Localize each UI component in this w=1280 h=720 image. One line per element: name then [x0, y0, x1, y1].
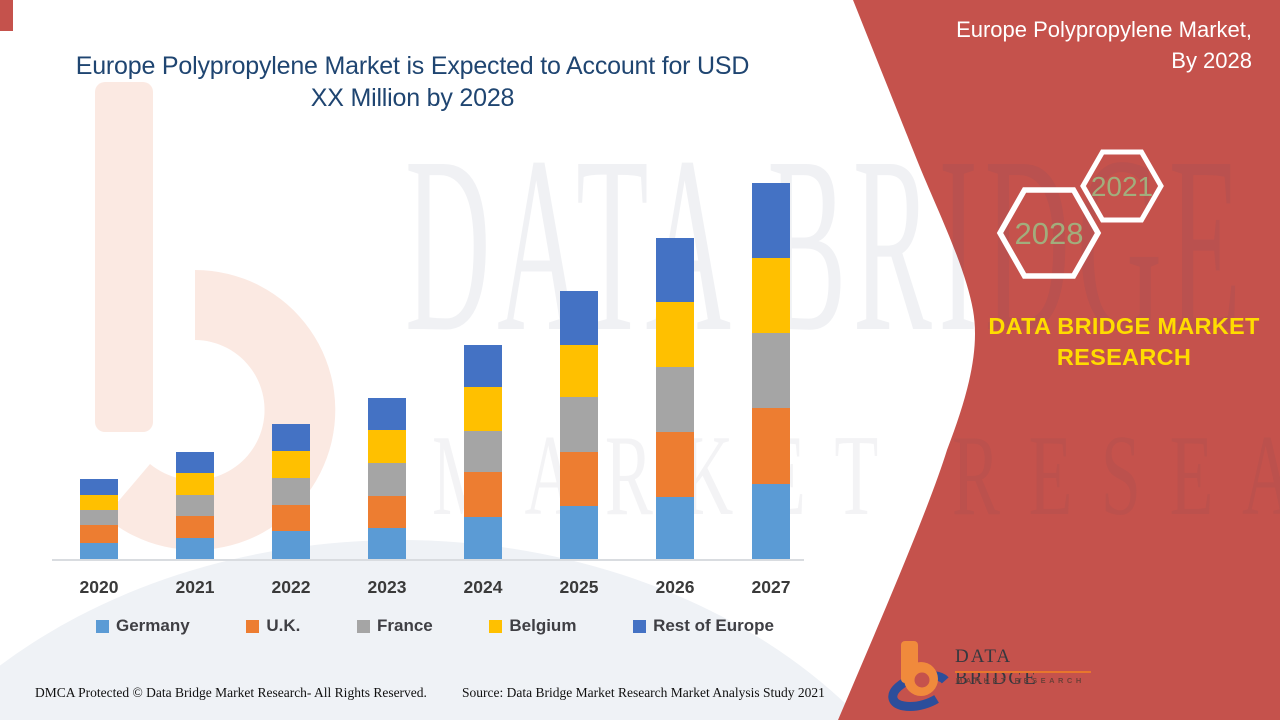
bar-segment-u-k--2025 — [560, 452, 598, 506]
bar-segment-u-k--2024 — [464, 472, 502, 517]
legend-label: U.K. — [266, 616, 301, 635]
bar-segment-germany-2024 — [464, 517, 502, 559]
dmca-notice: DMCA Protected © Data Bridge Market Rese… — [35, 685, 427, 700]
bar-segment-rest-of-europe-2021 — [176, 452, 214, 473]
legend-label: Rest of Europe — [653, 616, 774, 635]
bar-segment-germany-2026 — [656, 497, 694, 559]
x-axis-label-2022: 2022 — [271, 577, 311, 597]
hexagon-2021 — [1080, 149, 1164, 223]
legend-label: Germany — [116, 616, 190, 635]
bar-segment-u-k--2022 — [272, 505, 310, 531]
brand-wordmark-line1: DATA BRIDGE MARKET — [988, 313, 1260, 339]
hexagon-2028 — [996, 187, 1102, 279]
bar-segment-u-k--2021 — [176, 516, 214, 538]
legend-swatch-icon — [96, 619, 109, 633]
bar-segment-france-2025 — [560, 397, 598, 452]
source-citation: Source: Data Bridge Market Research Mark… — [462, 685, 825, 700]
x-axis-label-2024: 2024 — [463, 577, 503, 597]
legend-item-belgium: Belgium — [489, 616, 576, 636]
hexagon-2021-label: 2021 — [1091, 171, 1153, 202]
side-panel-title: Europe Polypropylene Market, By 2028 — [872, 14, 1252, 76]
bar-segment-belgium-2025 — [560, 345, 598, 397]
chart-legend: Germany U.K. France Belgium Rest of Europe — [96, 616, 774, 636]
bar-segment-france-2021 — [176, 495, 214, 516]
bar-segment-belgium-2021 — [176, 473, 214, 495]
bar-segment-germany-2027 — [752, 484, 790, 559]
x-axis-label-2023: 2023 — [367, 577, 407, 597]
side-panel-title-line1: Europe Polypropylene Market, — [956, 17, 1252, 42]
legend-label: France — [376, 616, 433, 635]
bar-segment-france-2023 — [368, 463, 406, 496]
bar-segment-france-2027 — [752, 333, 790, 408]
brand-wordmark: DATA BRIDGE MARKET RESEARCH — [973, 311, 1275, 373]
brand-wordmark-line2: RESEARCH — [1056, 344, 1192, 370]
corner-accent-bar — [0, 0, 13, 31]
footer-logo-subtitle: MARKET RESEARCH — [956, 676, 1085, 685]
bar-segment-france-2022 — [272, 478, 310, 505]
bar-segment-belgium-2020 — [80, 495, 118, 510]
hexagon-2028-label: 2028 — [1015, 216, 1084, 251]
bar-segment-belgium-2026 — [656, 302, 694, 367]
bar-segment-rest-of-europe-2024 — [464, 345, 502, 387]
hexagon-badges: 2028 2021 — [996, 149, 1164, 279]
bar-segment-belgium-2024 — [464, 387, 502, 431]
legend-swatch-icon — [489, 619, 503, 633]
x-axis-label-2025: 2025 — [559, 577, 599, 597]
bar-segment-u-k--2023 — [368, 496, 406, 528]
legend-item-rest-of-europe: Rest of Europe — [633, 616, 774, 636]
chart-title-line2: XX Million by 2028 — [310, 84, 515, 112]
bar-segment-germany-2022 — [272, 531, 310, 559]
bar-segment-rest-of-europe-2022 — [272, 424, 310, 451]
bar-segment-belgium-2023 — [368, 430, 406, 463]
bar-segment-france-2024 — [464, 431, 502, 472]
red-side-panel-shape — [838, 0, 1280, 720]
legend-item-france: France — [356, 616, 433, 636]
footer-logo-underline — [955, 671, 1091, 673]
x-axis-label-2027: 2027 — [751, 577, 791, 597]
legend-swatch-icon — [356, 619, 370, 633]
bar-segment-rest-of-europe-2025 — [560, 291, 598, 345]
bar-segment-u-k--2027 — [752, 408, 790, 484]
footer-logo-name: DATA BRIDGE — [955, 646, 1038, 689]
bar-segment-rest-of-europe-2026 — [656, 238, 694, 302]
chart-title: Europe Polypropylene Market is Expected … — [40, 50, 785, 114]
side-panel-title-line2: By 2028 — [1171, 48, 1252, 73]
legend-swatch-icon — [246, 619, 260, 633]
bar-segment-rest-of-europe-2023 — [368, 398, 406, 430]
legend-item-germany: Germany — [96, 616, 190, 636]
bar-segment-u-k--2026 — [656, 432, 694, 497]
bar-segment-rest-of-europe-2027 — [752, 183, 790, 258]
bar-segment-rest-of-europe-2020 — [80, 479, 118, 495]
x-axis-label-2021: 2021 — [175, 577, 215, 597]
bar-segment-belgium-2022 — [272, 451, 310, 478]
x-axis-label-2026: 2026 — [655, 577, 695, 597]
x-axis-label-2020: 2020 — [79, 577, 119, 597]
x-axis-line — [52, 559, 804, 561]
bar-segment-germany-2025 — [560, 506, 598, 559]
legend-label: Belgium — [509, 616, 577, 635]
chart-title-line1: Europe Polypropylene Market is Expected … — [75, 52, 750, 80]
background-circle-decoration — [0, 540, 862, 720]
bar-segment-belgium-2027 — [752, 258, 790, 333]
legend-item-u-k-: U.K. — [246, 616, 300, 636]
bar-segment-germany-2021 — [176, 538, 214, 559]
legend-swatch-icon — [633, 619, 647, 633]
bar-segment-u-k--2020 — [80, 525, 118, 543]
bar-segment-germany-2020 — [80, 543, 118, 559]
bar-segment-germany-2023 — [368, 528, 406, 559]
bar-segment-france-2020 — [80, 510, 118, 525]
bar-segment-france-2026 — [656, 367, 694, 432]
data-bridge-logo-icon — [888, 641, 952, 712]
